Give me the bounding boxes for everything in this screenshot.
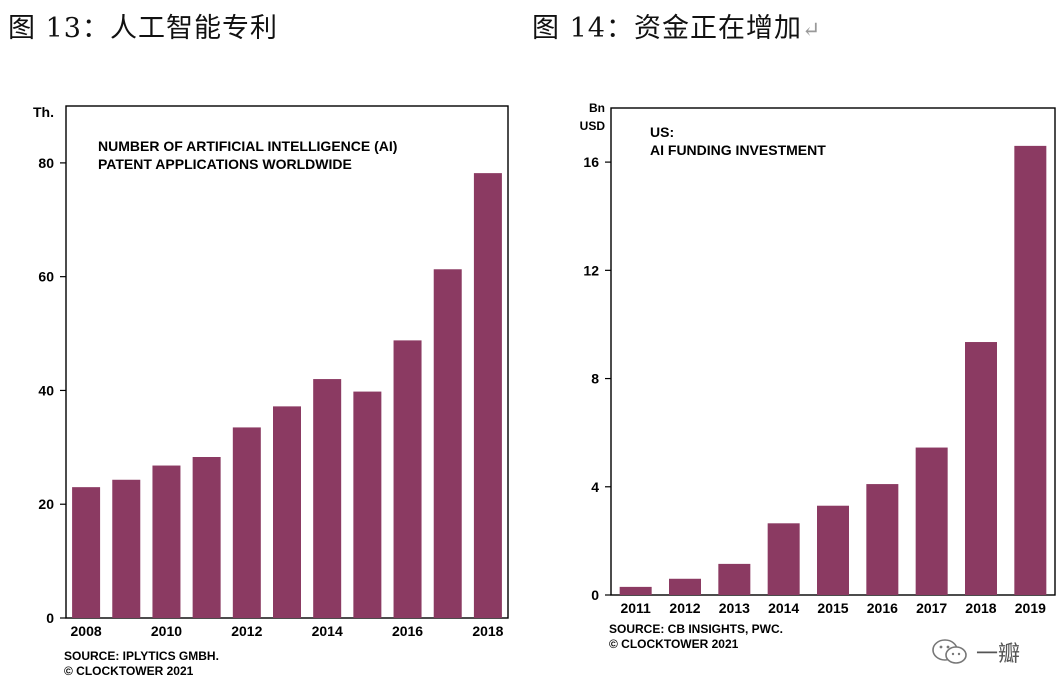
chart1-bar-2018 <box>473 173 502 618</box>
chart1-y-unit-label: Th. <box>33 104 54 120</box>
chart1-bar-2008 <box>72 487 101 618</box>
chart2-x-tick-label: 2011 <box>620 600 651 616</box>
chart1-source-line: SOURCE: IPLYTICS GMBH. <box>64 649 219 663</box>
figure-13-title: 图 13：人工智能专利 <box>8 6 278 45</box>
chart1-title-line: PATENT APPLICATIONS WORLDWIDE <box>98 156 352 172</box>
chart2-y-tick-label: 8 <box>591 371 599 387</box>
chart1-x-tick-label: 2014 <box>312 623 343 639</box>
chart2-y-tick-label: 4 <box>591 479 599 495</box>
chart2-x-tick-label: 2016 <box>867 600 898 616</box>
chart1-x-tick-label: 2016 <box>392 623 423 639</box>
chart1-bar-2009 <box>112 479 141 618</box>
chart1-x-tick-label: 2018 <box>472 623 503 639</box>
chart1-y-tick-label: 80 <box>38 155 54 171</box>
chart2-bar-2011 <box>619 586 652 595</box>
figure-14-title-text: 图 14：资金正在增加 <box>532 13 802 44</box>
chart2-x-tick-label: 2017 <box>916 600 947 616</box>
chart2-x-tick-label: 2018 <box>965 600 996 616</box>
chart1-y-tick-label: 0 <box>46 610 54 626</box>
chart2-bar-2018 <box>965 342 997 595</box>
chart2-bar-2016 <box>866 484 899 595</box>
chart1-y-tick-label: 40 <box>38 382 54 398</box>
chart1-source-line: © CLOCKTOWER 2021 <box>64 664 194 678</box>
chart2-source-line: SOURCE: CB INSIGHTS, PWC. <box>609 622 783 636</box>
chart1-title-line: NUMBER OF ARTIFICIAL INTELLIGENCE (AI) <box>98 138 397 154</box>
chart2-x-tick-label: 2013 <box>719 600 750 616</box>
watermark: 一瓣 <box>930 636 1020 668</box>
chart1-bar-2015 <box>353 391 382 618</box>
chart1-bar-2014 <box>313 379 342 618</box>
chart2-y-unit-label: Bn <box>589 101 605 115</box>
chart2-x-tick-label: 2014 <box>768 600 799 616</box>
chart1-bar-2017 <box>433 269 462 618</box>
chart2-bar-2019 <box>1014 145 1047 595</box>
chart2-bar-2013 <box>718 563 751 595</box>
chart1-bar-2016 <box>393 340 422 618</box>
chart1-x-tick-label: 2010 <box>151 623 182 639</box>
chart1-bar-2012 <box>232 427 261 618</box>
chart1-bar-2011 <box>192 457 221 618</box>
chart2-x-tick-label: 2019 <box>1015 600 1046 616</box>
figure-14-title: 图 14：资金正在增加↵ <box>532 6 821 45</box>
chart2-source-line: © CLOCKTOWER 2021 <box>609 637 739 651</box>
chart1-y-tick-label: 60 <box>38 269 54 285</box>
chart2-bar-2014 <box>767 523 800 595</box>
wechat-icon <box>932 639 967 664</box>
chart2-y-unit-label: USD <box>580 119 606 133</box>
chart2-title-line: AI FUNDING INVESTMENT <box>650 142 826 158</box>
chart2-bar-2017 <box>915 447 948 595</box>
chart2-title-line: US: <box>650 124 674 140</box>
figure-13-title-text: 图 13：人工智能专利 <box>8 13 278 44</box>
chart2-bar-2015 <box>817 505 849 595</box>
chart1-x-tick-label: 2008 <box>71 623 102 639</box>
chart1-y-tick-label: 20 <box>38 496 54 512</box>
return-glyph-icon: ↵ <box>801 18 822 43</box>
chart2-y-tick-label: 12 <box>583 262 599 278</box>
chart2-bar-2012 <box>669 578 701 595</box>
chart2-x-tick-label: 2012 <box>669 600 700 616</box>
watermark-text: 一瓣 <box>976 642 1021 667</box>
chart1-bar-2013 <box>273 406 301 618</box>
chart2-y-tick-label: 0 <box>591 587 599 603</box>
chart2-y-tick-label: 16 <box>583 154 599 170</box>
chart1-bar-2010 <box>152 465 181 618</box>
chart2-x-tick-label: 2015 <box>817 600 848 616</box>
chart1-x-tick-label: 2012 <box>231 623 262 639</box>
